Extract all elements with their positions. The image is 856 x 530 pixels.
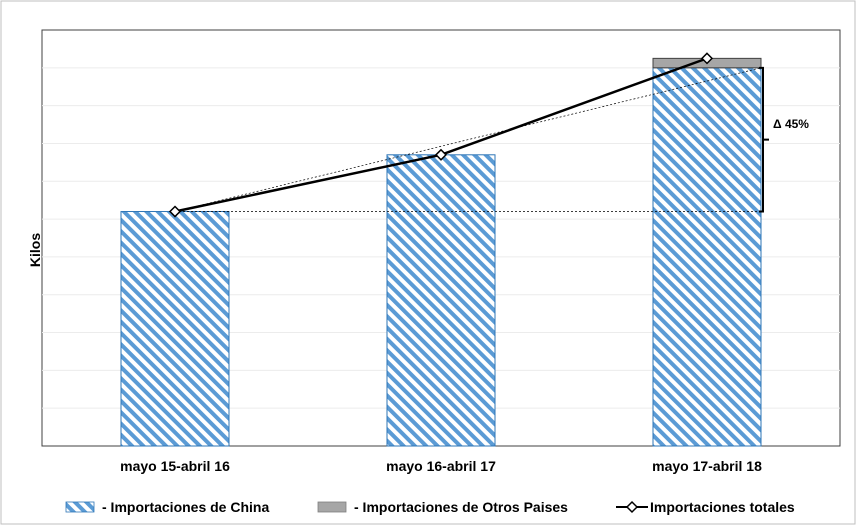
reference-lines	[174, 67, 762, 212]
bar-china	[120, 211, 230, 447]
x-tick-label: mayo 16-abril 17	[386, 458, 496, 474]
x-tick-labels: mayo 15-abril 16 mayo 16-abril 17 mayo 17-…	[120, 458, 762, 474]
legend: - Importaciones de China - Importaciones…	[65, 499, 795, 515]
reference-line-trend	[174, 67, 762, 212]
total-marker	[168, 205, 182, 218]
total-line	[168, 52, 714, 218]
total-marker	[434, 148, 448, 161]
legend-swatch-otros	[317, 501, 347, 513]
delta-label: Δ 45%	[773, 117, 809, 131]
legend-label-total: Importaciones totales	[650, 499, 795, 515]
legend-label-china: - Importaciones de China	[102, 499, 269, 515]
legend-label-otros: - Importaciones de Otros Paises	[354, 499, 568, 515]
delta-bracket	[759, 66, 769, 213]
x-tick-label: mayo 15-abril 16	[120, 458, 230, 474]
bar-china	[386, 154, 496, 447]
y-axis-label: Kilos	[27, 233, 43, 267]
bar-china	[652, 67, 762, 447]
delta-annotation: Δ 45%	[759, 66, 809, 213]
legend-swatch-china	[65, 501, 95, 513]
total-marker	[700, 52, 714, 65]
x-tick-label: mayo 17-abril 18	[652, 458, 762, 474]
legend-swatch-total-marker	[625, 500, 639, 514]
